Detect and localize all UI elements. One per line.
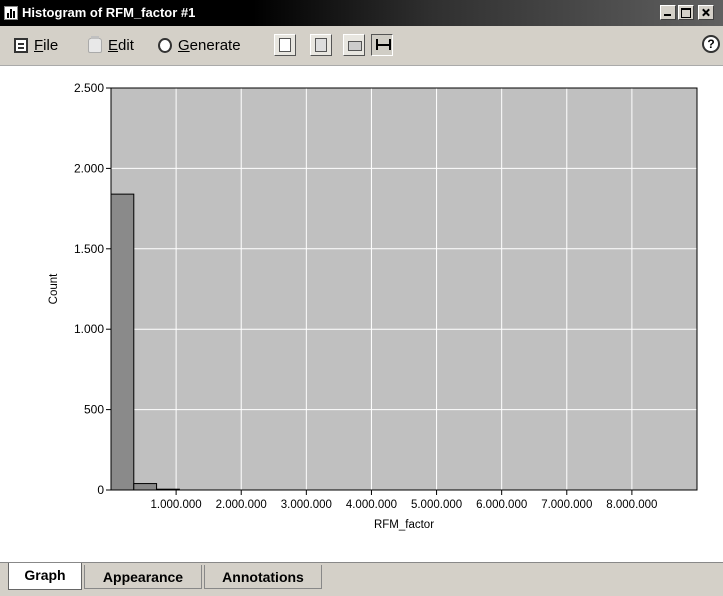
plot-background [111, 88, 697, 490]
histogram-bar [110, 193, 135, 491]
minimize-button[interactable] [660, 5, 676, 20]
y-tick-label: 2.500 [74, 81, 104, 95]
file-icon [14, 38, 28, 53]
maximize-button[interactable] [678, 5, 694, 20]
print-icon [348, 41, 362, 51]
tab-appearance[interactable]: Appearance [84, 565, 202, 589]
export-icon [315, 38, 327, 52]
tab-annotations[interactable]: Annotations [204, 565, 322, 589]
y-axis-label: Count [48, 273, 60, 304]
histogram-bar [133, 483, 158, 491]
export-button[interactable] [310, 34, 332, 56]
x-axis-label: RFM_factor [374, 519, 434, 531]
hand-icon [158, 38, 172, 53]
x-tick-label: 3.000.000 [281, 499, 332, 511]
copy-icon [279, 38, 291, 52]
axes: 0 500 1.000 1.500 2.000 2.500 1.000.000 2.000.0… [74, 81, 698, 511]
y-tick-label: 2.000 [74, 161, 104, 175]
y-tick-label: 0 [97, 483, 104, 497]
tab-graph[interactable]: Graph [8, 563, 82, 590]
graph-panel: 0 500 1.000 1.500 2.000 2.500 1.000.000 2.000.0… [0, 66, 723, 562]
help-button[interactable]: ? [702, 35, 720, 53]
x-tick-label: 1.000.000 [151, 499, 202, 511]
clipboard-icon [88, 36, 102, 53]
histogram-app-icon [4, 6, 18, 20]
window-title: Histogram of RFM_factor #1 [22, 5, 196, 20]
histogram-chart: 0 500 1.000 1.500 2.000 2.500 1.000.000 2.000.0… [48, 81, 698, 531]
gridlines [111, 88, 697, 490]
axis-labels: RFM_factor Count [48, 273, 434, 531]
title-bar: Histogram of RFM_factor #1 [0, 0, 723, 26]
y-tick-label: 1.500 [74, 242, 104, 256]
y-tick-label: 500 [84, 403, 104, 417]
x-tick-label: 7.000.000 [541, 499, 592, 511]
print-button[interactable] [343, 34, 365, 56]
x-tick-label: 8.000.000 [606, 499, 657, 511]
copy-button[interactable] [274, 34, 296, 56]
x-tick-label: 2.000.000 [216, 499, 267, 511]
x-tick-label: 4.000.000 [346, 499, 397, 511]
x-tick-label: 5.000.000 [411, 499, 462, 511]
plot-frame [110, 87, 698, 491]
y-tick-label: 1.000 [74, 322, 104, 336]
x-tick-label: 6.000.000 [476, 499, 527, 511]
fit-icon [376, 38, 391, 52]
close-button[interactable] [698, 5, 714, 20]
fit-button[interactable] [371, 34, 393, 56]
tab-bar: Graph Appearance Annotations [0, 562, 723, 596]
